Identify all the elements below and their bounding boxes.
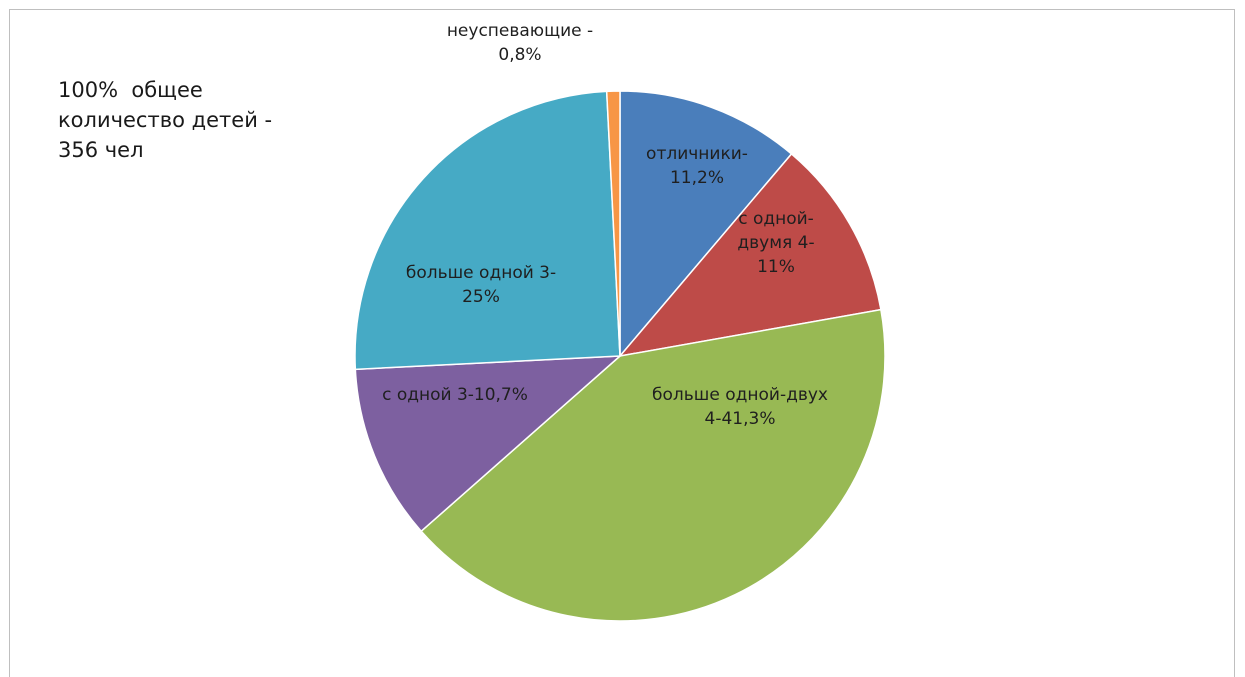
slice-label-6: неуспевающие - 0,8%: [447, 21, 593, 65]
slice-label-6-line-1: неуспевающие -: [447, 21, 593, 41]
slice-label-1: отличники- 11,2%: [646, 144, 748, 188]
slice-label-3-line-1: больше одной-двух: [652, 385, 828, 405]
slice-label-2-line-3: 11%: [757, 257, 795, 277]
slice-label-4-line-1: с одной 3-10,7%: [382, 385, 528, 405]
slice-label-5-line-2: 25%: [462, 287, 500, 307]
pie-labels: отличники- 11,2% с одной-двумя 4- 11% больше…: [382, 21, 828, 429]
slice-label-3: больше одной-двух 4-41,3%: [652, 385, 828, 429]
pie-slices: [354, 90, 886, 622]
note-line-3: 356 чел: [58, 138, 144, 162]
pie-slice-1: [619, 90, 793, 359]
slice-label-5: больше одной 3- 25%: [406, 263, 556, 307]
pie-slice-5: [354, 90, 621, 371]
note-line-1: 100% общее: [58, 78, 203, 102]
total-children-note: 100% общее количество детей - 356 чел: [58, 75, 328, 165]
slice-label-2-line-2: двумя 4-: [737, 233, 814, 253]
slice-label-6-line-2: 0,8%: [498, 45, 541, 65]
slice-label-3-line-2: 4-41,3%: [705, 409, 776, 429]
slice-label-5-line-1: больше одной 3-: [406, 263, 556, 283]
slice-label-2-line-1: с одной-: [738, 209, 814, 229]
slice-label-2: с одной-двумя 4- 11%: [737, 209, 814, 277]
slice-label-1-line-1: отличники-: [646, 144, 748, 164]
pie-slice-3: [420, 308, 886, 622]
pie-slice-2: [618, 152, 882, 358]
slice-label-1-line-2: 11,2%: [670, 168, 724, 188]
pie-slice-6: [605, 90, 621, 357]
pie-slice-4: [354, 355, 623, 533]
note-line-2: количество детей -: [58, 108, 273, 132]
slice-label-4: с одной 3-10,7%: [382, 385, 528, 405]
